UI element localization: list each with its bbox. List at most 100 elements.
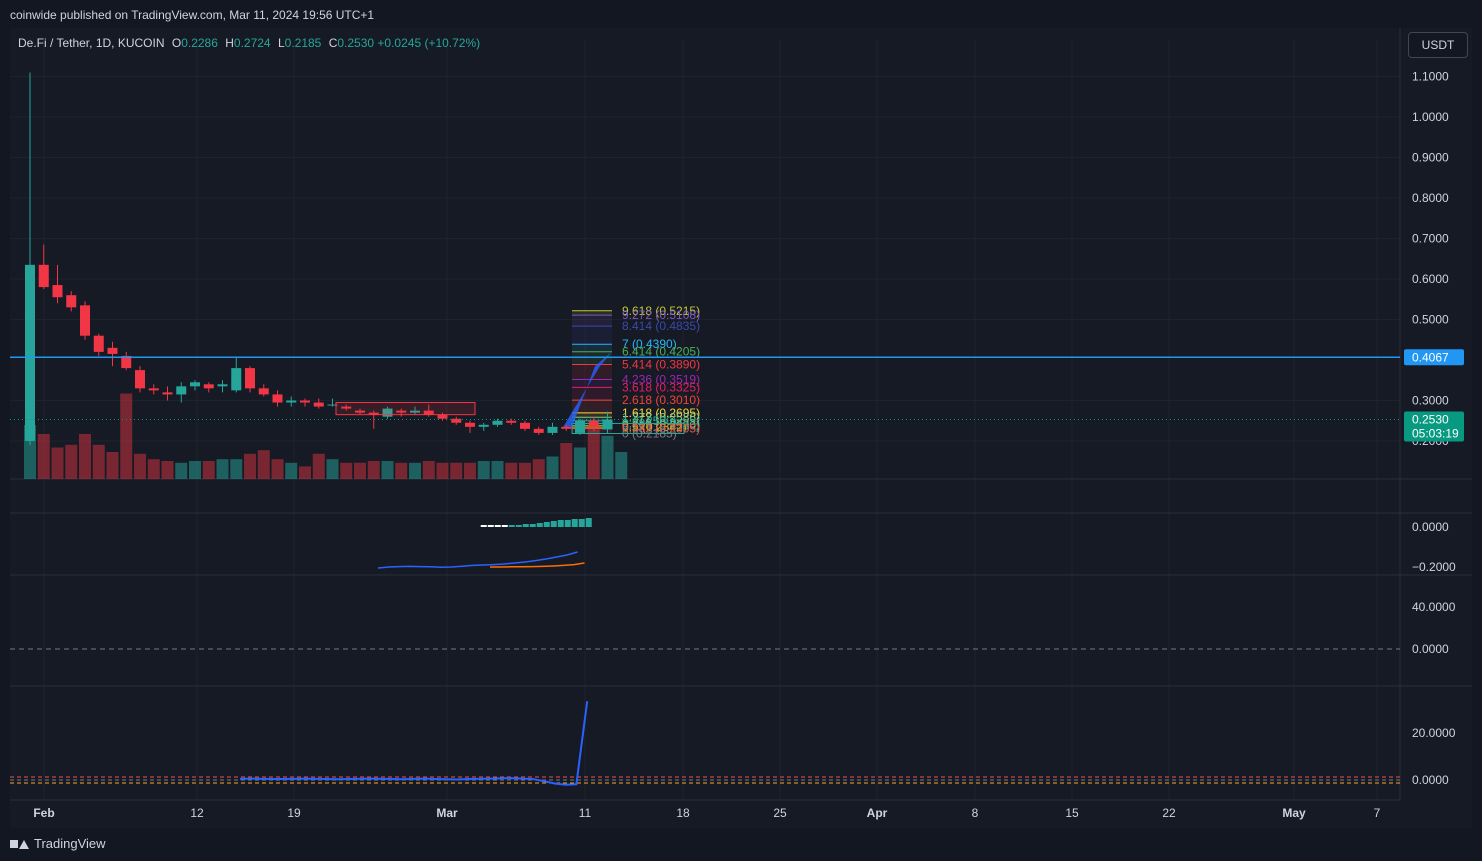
fib-band xyxy=(572,428,612,434)
time-tick-label: 7 xyxy=(1374,806,1381,820)
candle-body xyxy=(465,422,475,427)
candle-body xyxy=(327,404,338,406)
candle-body xyxy=(520,422,530,429)
fib-band xyxy=(572,417,612,421)
candle-body xyxy=(272,394,283,403)
volume-bar xyxy=(477,461,490,479)
fib-level-label: 9.272 (0.5108) xyxy=(622,308,700,322)
candle-body xyxy=(451,418,462,423)
macd-histogram-bar xyxy=(480,525,487,527)
macd-histogram-bar xyxy=(564,520,571,527)
macd-pane: 0.0000 −0.2000 xyxy=(377,518,1456,574)
candle-body xyxy=(478,424,489,427)
volume-bar xyxy=(464,462,476,479)
candle-body xyxy=(602,419,613,430)
symbol-name[interactable]: De.Fi / Tether, 1D, KUCOIN xyxy=(18,36,165,50)
volume-bar xyxy=(175,462,188,479)
currency-button[interactable]: USDT xyxy=(1408,32,1468,58)
candle-body xyxy=(258,388,269,395)
osc2-line xyxy=(239,701,589,786)
change-value: +0.0245 (+10.72%) xyxy=(377,36,481,50)
candle-body xyxy=(423,410,434,415)
fib-level-label: 0.382 (0.2305) xyxy=(622,422,700,436)
volume-bar xyxy=(65,444,78,479)
candle-body xyxy=(66,295,77,308)
volume-bar xyxy=(285,462,298,479)
fib-level-label: 6.414 (0.4205) xyxy=(622,345,700,359)
candle-body xyxy=(588,420,599,427)
volume-bar xyxy=(79,434,91,479)
price-tick-label: 0.8000 xyxy=(1412,191,1449,205)
volume-bar xyxy=(491,461,504,479)
macd-histogram-bar xyxy=(501,525,508,527)
price-tick-label: 0.7000 xyxy=(1412,232,1449,246)
volume-bar xyxy=(560,443,573,479)
volume-bar xyxy=(51,447,64,479)
volume-bar xyxy=(519,462,531,479)
volume-bar xyxy=(587,429,600,479)
fib-level-label: 8.414 (0.4835) xyxy=(622,319,700,333)
candle-body xyxy=(52,285,63,298)
candle-body xyxy=(492,420,503,425)
price-label-bg xyxy=(1404,349,1464,366)
time-tick-label: 15 xyxy=(1065,806,1079,820)
fib-level-label: 2.618 (0.3010) xyxy=(622,393,700,407)
volume-bar xyxy=(615,452,628,479)
fib-band xyxy=(572,387,612,401)
price-tick-label: 1.0000 xyxy=(1412,110,1449,124)
candle-body xyxy=(162,392,173,395)
time-tick-label: May xyxy=(1282,806,1306,820)
volume-bar xyxy=(244,453,256,479)
volume-bar xyxy=(505,462,518,479)
volume-bar xyxy=(546,456,559,479)
fib-band xyxy=(572,427,612,429)
volume-bar xyxy=(532,459,545,479)
volume-bar xyxy=(326,459,339,479)
macd-line xyxy=(377,551,578,569)
macd-tick-label: 0.0000 xyxy=(1412,520,1449,534)
volume-bars xyxy=(24,393,628,479)
fib-level-label: 1.618 (0.2695) xyxy=(622,406,700,420)
macd-histogram-bar xyxy=(536,523,543,527)
time-tick-label: 25 xyxy=(773,806,787,820)
fib-level-label: 3.618 (0.3325) xyxy=(622,380,700,394)
candle-body xyxy=(313,402,324,407)
overlays xyxy=(10,356,1400,421)
oscillator-pane-1: 40.0000 0.0000 xyxy=(10,600,1456,656)
time-tick-label: 19 xyxy=(287,806,301,820)
fib-band xyxy=(572,379,612,388)
macd-histogram-bar xyxy=(508,525,515,527)
footer-brand[interactable]: TradingView xyxy=(10,836,106,851)
volume-bar xyxy=(216,459,229,479)
macd-histogram-bar xyxy=(515,525,522,527)
chart-frame[interactable] xyxy=(10,28,1472,828)
volume-bar xyxy=(120,393,133,479)
oscillator-pane-2: 20.0000 0.0000 xyxy=(10,701,1456,787)
fib-level-label: 4.236 (0.3519) xyxy=(622,372,700,386)
high-value: 0.2724 xyxy=(233,36,271,50)
price-tick-label: 0.3000 xyxy=(1412,394,1449,408)
macd-histogram-bar xyxy=(487,525,494,527)
volume-bar xyxy=(381,461,394,479)
time-tick-label: Feb xyxy=(33,806,54,820)
open-label: O xyxy=(171,36,182,50)
time-tick-label: 12 xyxy=(190,806,204,820)
candle-body xyxy=(437,414,448,419)
candle-body xyxy=(575,420,585,433)
candle-body xyxy=(176,386,187,395)
volume-bar xyxy=(271,459,284,479)
price-tick-label: 0.9000 xyxy=(1412,151,1449,165)
symbol-legend: De.Fi / Tether, 1D, KUCOIN O0.2286 H0.27… xyxy=(18,36,480,50)
fib-level-label: 5.414 (0.3890) xyxy=(622,357,700,371)
volume-bar xyxy=(230,459,243,479)
macd-histogram-bar xyxy=(494,525,501,527)
fib-band xyxy=(572,344,612,352)
macd-histogram-bar xyxy=(522,524,529,527)
candle-body xyxy=(80,305,90,336)
volume-bar xyxy=(189,461,201,479)
macd-histogram-bar xyxy=(550,521,557,527)
fib-level-label: 9.618 (0.5215) xyxy=(622,304,700,318)
high-label: H xyxy=(225,36,234,50)
close-label: C xyxy=(328,36,338,50)
